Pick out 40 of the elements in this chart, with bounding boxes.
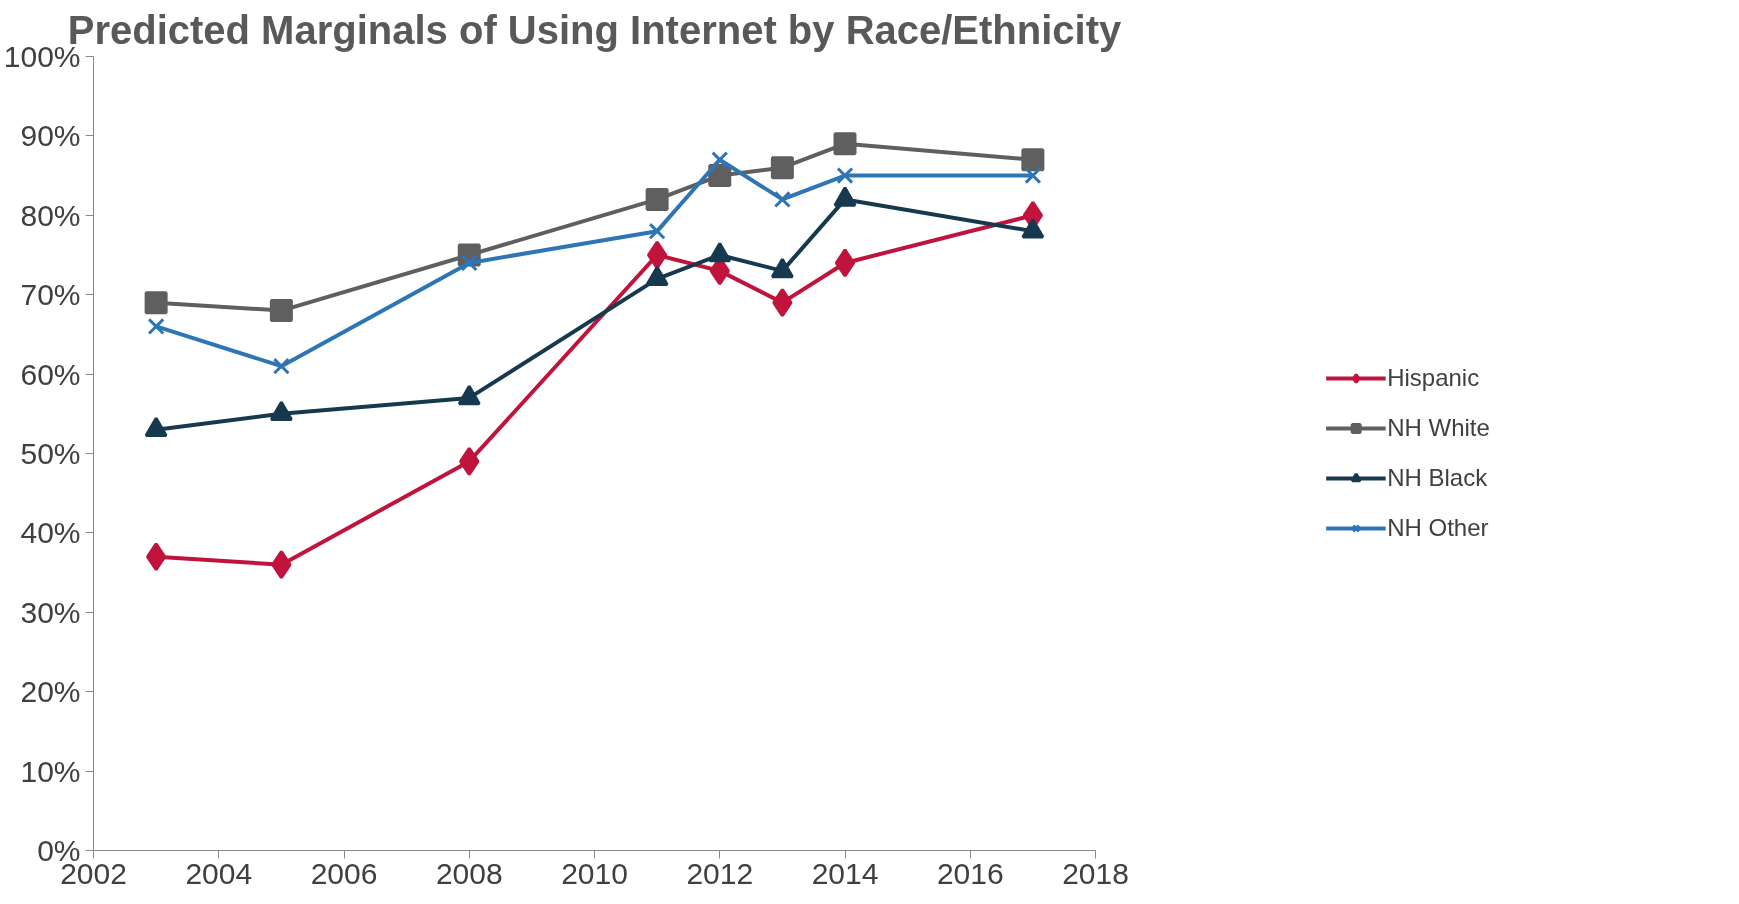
y-tick-label: 30% <box>20 595 81 629</box>
x-tick-label: 2006 <box>310 856 378 890</box>
x-tick-label: 2012 <box>686 856 754 890</box>
y-tick-label: 40% <box>20 516 81 550</box>
point <box>770 156 794 180</box>
legend-label: NH Other <box>1387 514 1489 542</box>
x-tick-label: 2004 <box>185 856 253 890</box>
x-tick-label: 2008 <box>435 856 503 890</box>
legend-label: NH Black <box>1387 464 1488 492</box>
x-tick-label: 2014 <box>811 856 879 890</box>
point <box>645 187 669 211</box>
point <box>773 190 791 208</box>
point <box>269 299 293 323</box>
point <box>772 288 793 318</box>
point <box>147 317 165 336</box>
point <box>271 550 292 580</box>
y-tick-label: 50% <box>20 437 81 470</box>
point <box>834 248 856 278</box>
y-tick-label: 60% <box>20 357 81 391</box>
point <box>836 167 854 185</box>
point <box>459 446 480 476</box>
x-tick-label: 2016 <box>936 856 1004 890</box>
x-tick-label: 2010 <box>561 856 628 890</box>
point <box>144 291 168 315</box>
y-tick-label: 20% <box>20 675 81 709</box>
y-tick-label: 90% <box>20 119 81 153</box>
legend-label: Hispanic <box>1387 364 1480 392</box>
point <box>272 357 290 375</box>
point <box>1021 148 1045 172</box>
point <box>646 240 668 270</box>
x-tick-label: 2018 <box>1062 856 1129 890</box>
legend-label: NH White <box>1387 414 1490 442</box>
y-tick-label: 10% <box>20 754 81 788</box>
point <box>648 222 666 240</box>
point <box>145 542 167 572</box>
y-tick-label: 80% <box>20 198 81 232</box>
point <box>833 132 857 156</box>
y-tick-label: 70% <box>20 278 81 312</box>
point <box>1024 167 1042 185</box>
point <box>711 151 729 169</box>
